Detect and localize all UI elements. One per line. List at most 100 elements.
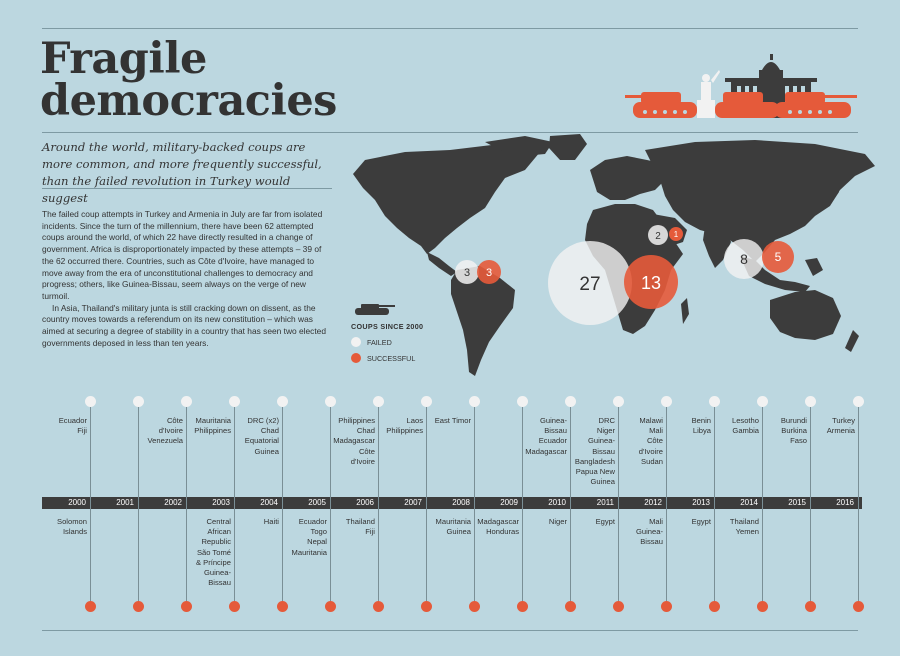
- timeline-column-line: [282, 407, 283, 603]
- continents: [353, 134, 875, 376]
- title-rule: [42, 132, 858, 133]
- successful-bubble: [477, 260, 501, 284]
- timeline-column-line: [138, 407, 139, 603]
- title-line-1: Fragile: [40, 34, 207, 84]
- failed-dot: [469, 396, 480, 407]
- timeline-column-line: [762, 407, 763, 603]
- failed-coups-list: Malawi Mali Côte d'Ivoire Sudan: [638, 416, 663, 466]
- successful-dot-icon: [351, 353, 361, 363]
- successful-dot: [229, 601, 240, 612]
- australia: [770, 290, 841, 340]
- failed-dot: [85, 396, 96, 407]
- failed-bubble: [455, 260, 479, 284]
- successful-coups-list: Mali Guinea- Bissau: [635, 517, 663, 547]
- successful-dot: [85, 601, 96, 612]
- year-label: 2014: [740, 498, 758, 507]
- subtitle-rule: [42, 188, 332, 189]
- bubble-south-america: 3 3: [455, 260, 501, 284]
- legend-successful: SUCCESSFUL: [351, 353, 415, 363]
- successful-coups-list: Thailand Yemen: [729, 517, 759, 537]
- successful-dot: [181, 601, 192, 612]
- tanks-icon: [625, 92, 857, 118]
- timeline-column-line: [666, 407, 667, 603]
- body-text: The failed coup attempts in Turkey and A…: [42, 209, 335, 349]
- successful-coups-list: Mauritania Guinea: [435, 517, 471, 537]
- tanks-parliament-illustration: [625, 54, 857, 118]
- year-label: 2015: [788, 498, 806, 507]
- top-rule: [42, 28, 858, 29]
- legend-failed: FAILED: [351, 337, 392, 347]
- bubble-label: 8: [740, 251, 748, 267]
- timeline-column-line: [714, 407, 715, 603]
- successful-dot: [565, 601, 576, 612]
- successful-coups-list: Thailand Fiji: [345, 517, 375, 537]
- successful-dot: [517, 601, 528, 612]
- failed-dot: [805, 396, 816, 407]
- year-label: 2004: [260, 498, 278, 507]
- year-label: 2007: [404, 498, 422, 507]
- timeline-year-bar: [42, 497, 862, 509]
- successful-dot: [853, 601, 864, 612]
- successful-dot: [277, 601, 288, 612]
- successful-dot: [709, 601, 720, 612]
- failed-dot: [517, 396, 528, 407]
- timeline-column-line: [90, 407, 91, 603]
- successful-coups-list: Egypt: [595, 517, 615, 526]
- successful-coups-list: Niger: [548, 517, 567, 526]
- year-label: 2002: [164, 498, 182, 507]
- bubble-label: 5: [775, 250, 782, 264]
- year-label: 2005: [308, 498, 326, 507]
- failed-dot: [325, 396, 336, 407]
- failed-bubble: [548, 241, 632, 325]
- bubble-label: 27: [579, 274, 600, 295]
- tank-icon: [355, 304, 395, 315]
- timeline-column-line: [522, 407, 523, 603]
- failed-coups-list: Côte d'Ivoire Venezuela: [147, 416, 183, 446]
- timeline-column-line: [810, 407, 811, 603]
- successful-bubble: [762, 241, 794, 273]
- failed-coups-list: Lesotho Gambia: [731, 416, 759, 436]
- legend-title: COUPS SINCE 2000: [351, 322, 424, 331]
- failed-bubble: [648, 225, 668, 245]
- failed-dot: [229, 396, 240, 407]
- failed-coups-list: Benin Libya: [691, 416, 711, 436]
- successful-dot: [133, 601, 144, 612]
- failed-dot: [277, 396, 288, 407]
- timeline-column-line: [570, 407, 571, 603]
- failed-coups-list: Mauritania Philippines: [194, 416, 231, 436]
- bubble-label: 2: [655, 231, 661, 242]
- failed-dot: [613, 396, 624, 407]
- failed-coups-list: DRC (x2) Chad Equatorial Guinea: [244, 416, 279, 456]
- failed-dot: [133, 396, 144, 407]
- successful-coups-list: Madagascar Honduras: [477, 517, 519, 537]
- failed-dot: [661, 396, 672, 407]
- year-label: 2013: [692, 498, 710, 507]
- year-label: 2008: [452, 498, 470, 507]
- successful-bubble: [624, 255, 678, 309]
- page-title: Fragile democracies: [40, 34, 337, 123]
- bubble-label: 1: [674, 230, 679, 239]
- year-label: 2010: [548, 498, 566, 507]
- bottom-rule: [42, 630, 858, 631]
- successful-coups-list: Solomon Islands: [57, 517, 87, 537]
- successful-dot: [421, 601, 432, 612]
- successful-coups-list: Central African Republic São Tomé & Príncipe…: [195, 517, 231, 588]
- failed-dot: [757, 396, 768, 407]
- failed-coups-list: Turkey Armenia: [826, 416, 855, 436]
- body-paragraph-2: In Asia, Thailand's military junta is st…: [42, 302, 326, 348]
- statue-icon: [697, 70, 720, 118]
- failed-dot: [181, 396, 192, 407]
- failed-dot: [853, 396, 864, 407]
- bubble-label: 3: [464, 267, 470, 279]
- successful-coups-list: Ecuador Togo Nepal Mauritania: [291, 517, 327, 557]
- failed-bubble: [724, 239, 764, 279]
- failed-coups-list: Ecuador Fiji: [58, 416, 87, 436]
- bubble-label: 13: [641, 273, 661, 293]
- year-label: 2016: [836, 498, 854, 507]
- failed-dot: [421, 396, 432, 407]
- year-label: 2001: [116, 498, 134, 507]
- timeline-column-line: [858, 407, 859, 603]
- europe: [590, 156, 665, 200]
- failed-dot: [709, 396, 720, 407]
- year-label: 2003: [212, 498, 230, 507]
